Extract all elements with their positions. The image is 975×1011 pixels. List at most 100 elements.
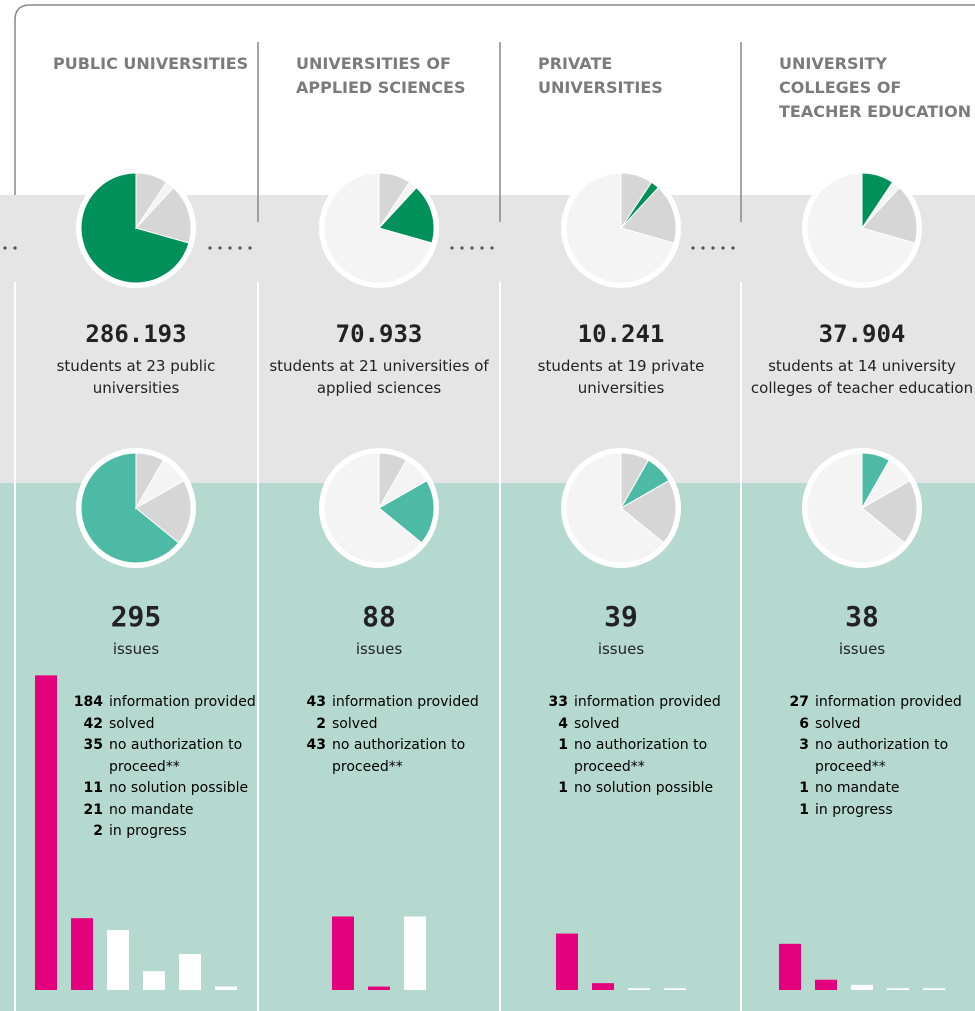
pie-slice — [135, 480, 192, 544]
pie-slice — [806, 172, 916, 284]
pie-slice — [565, 452, 665, 564]
issue-text: issues — [597, 640, 645, 658]
outcome-count: 6 — [799, 715, 809, 732]
outcome-count: 33 — [548, 694, 568, 710]
column-title: PUBLIC UNIVERSITIES — [53, 54, 249, 73]
bar — [71, 918, 93, 990]
dot — [238, 246, 242, 250]
teal-band — [0, 483, 975, 1011]
bar — [404, 916, 426, 990]
outcome-label: in progress — [109, 823, 187, 839]
issue-text: issues — [838, 640, 886, 658]
outcome-row: 3 no authorization to proceed** — [779, 735, 965, 778]
dot — [691, 246, 695, 250]
dot — [13, 246, 17, 250]
issue-count: 38 — [845, 600, 879, 633]
dot — [450, 246, 454, 250]
dot — [701, 246, 705, 250]
student-count: 37.904 — [818, 320, 906, 348]
outcome-row: 2 solved — [296, 714, 482, 736]
student-count: 10.241 — [577, 320, 665, 348]
frame — [14, 4, 975, 195]
outcome-row: 2 in progress — [73, 821, 259, 843]
bar — [215, 986, 237, 990]
outcome-label: information provided — [815, 694, 962, 710]
outcome-row: 33 information provided — [538, 692, 724, 714]
outcome-label: no authorization to proceed** — [332, 737, 466, 775]
dot — [721, 246, 725, 250]
bar — [179, 954, 201, 990]
outcome-list: 33 information provided 4 solved 1 no authori… — [538, 692, 724, 800]
outcome-list: 43 information provided 2 solved 43 no author… — [296, 692, 482, 778]
outcome-label: no mandate — [815, 780, 900, 796]
dot — [490, 246, 494, 250]
outcome-count: 184 — [73, 694, 103, 710]
dot — [208, 246, 212, 250]
outcome-label: no solution possible — [574, 780, 714, 796]
pie-slice — [135, 172, 168, 230]
bar — [556, 933, 578, 990]
pie-slice — [861, 186, 918, 244]
outcome-label: no solution possible — [109, 780, 249, 796]
pie-slice — [861, 480, 918, 544]
outcome-count: 2 — [316, 715, 326, 732]
outcome-label: information provided — [109, 694, 256, 710]
outcome-count: 4 — [558, 715, 568, 732]
dot — [248, 246, 252, 250]
pie-slice — [620, 452, 649, 510]
outcome-count: 11 — [83, 780, 103, 796]
student-text: students at 21 universities of applied s… — [269, 357, 489, 397]
pie-slice — [135, 186, 192, 244]
pie-slice — [135, 452, 164, 510]
dot — [470, 246, 474, 250]
bar — [887, 988, 909, 990]
bar — [332, 916, 354, 990]
outcome-count: 43 — [306, 737, 326, 753]
pie-slice — [80, 172, 190, 284]
pie-slice — [80, 452, 180, 564]
outcome-list: 27 information provided 6 solved 3 no authori… — [779, 692, 965, 821]
pie-slice — [620, 480, 677, 544]
column-title: PRIVATE UNIVERSITIES — [538, 54, 663, 97]
bar — [35, 675, 57, 990]
outcome-row: 4 solved — [538, 714, 724, 736]
outcome-row: 6 solved — [779, 714, 965, 736]
outcome-row: 35 no authorization to proceed** — [73, 735, 259, 778]
pie-slice — [861, 172, 894, 230]
outcome-count: 2 — [93, 823, 103, 839]
outcome-label: information provided — [332, 694, 479, 710]
outcome-count: 1 — [799, 780, 809, 796]
pie-slice — [565, 172, 675, 284]
pie-slice — [806, 452, 906, 564]
bar — [815, 979, 837, 990]
outcome-count: 21 — [83, 801, 103, 818]
pie-slice — [620, 186, 677, 244]
issue-text: issues — [355, 640, 403, 658]
outcome-label: information provided — [574, 694, 721, 710]
outcome-label: no authorization to proceed** — [815, 737, 949, 775]
student-count: 286.193 — [85, 320, 187, 348]
outcome-label: solved — [815, 715, 861, 732]
outcome-label: no authorization to proceed** — [109, 737, 243, 775]
outcome-label: solved — [109, 715, 155, 732]
bar — [779, 943, 801, 990]
student-text: students at 19 private universities — [537, 357, 705, 397]
outcome-row: 27 information provided — [779, 692, 965, 714]
outcome-count: 3 — [799, 737, 809, 753]
dot — [711, 246, 715, 250]
bar — [143, 971, 165, 990]
column-title: UNIVERSITY COLLEGES OF TEACHER EDUCATION — [779, 54, 972, 121]
student-count: 70.933 — [335, 320, 423, 348]
outcome-row: 1 in progress — [779, 800, 965, 822]
dot — [460, 246, 464, 250]
outcome-row: 21 no mandate — [73, 800, 259, 822]
issue-text: issues — [112, 640, 160, 658]
issue-count: 39 — [604, 600, 638, 633]
bar — [628, 988, 650, 990]
outcome-row: 1 no mandate — [779, 778, 965, 800]
outcome-count: 1 — [558, 737, 568, 753]
dot — [228, 246, 232, 250]
issue-count: 88 — [362, 600, 396, 633]
pie-slice — [378, 452, 407, 510]
